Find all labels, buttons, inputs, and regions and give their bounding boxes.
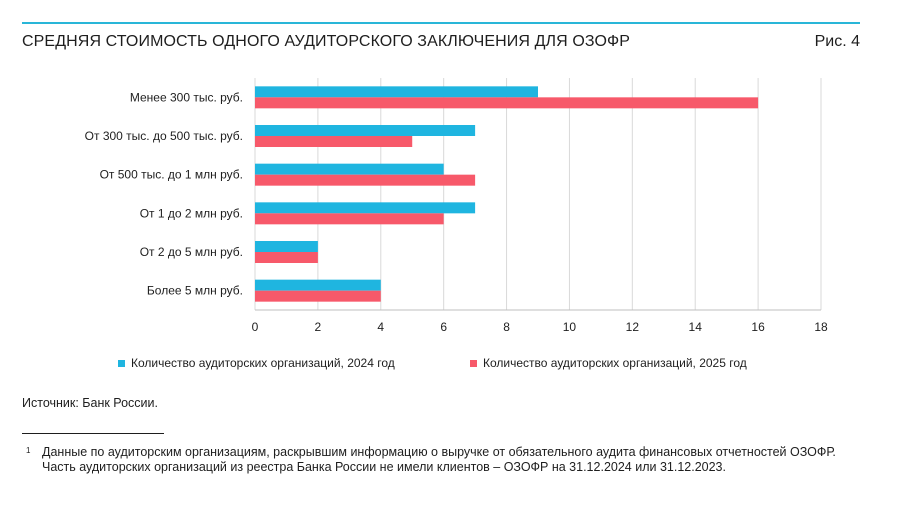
- bar-2025: [255, 136, 413, 147]
- legend-item-2025: Количество аудиторских организаций, 2025…: [470, 356, 747, 370]
- x-tick-label-6: 6: [440, 320, 447, 334]
- bar-2025: [255, 290, 381, 302]
- bar-2025: [255, 252, 318, 263]
- bar-2025: [255, 174, 476, 186]
- x-tick-label-18: 18: [814, 320, 828, 334]
- top-divider: [22, 22, 860, 24]
- x-tick-label-10: 10: [563, 320, 577, 334]
- x-tick-label-4: 4: [377, 320, 384, 334]
- legend-swatch-2025: [470, 359, 477, 367]
- bar-2024: [255, 86, 538, 98]
- footnote-divider: [22, 433, 164, 434]
- source-note: Источник: Банк России.: [22, 396, 158, 410]
- figure-label: Рис. 4: [814, 33, 860, 50]
- y-category-label: От 500 тыс. до 1 млн руб.: [100, 168, 243, 182]
- bar-2025: [255, 213, 444, 225]
- bar-2024: [255, 163, 444, 175]
- bar-2024: [255, 202, 476, 214]
- footnote-marker: 1: [26, 446, 31, 455]
- bar-2024: [255, 279, 381, 291]
- y-category-label: От 1 до 2 млн руб.: [140, 206, 243, 220]
- legend-swatch-2024: [118, 359, 125, 367]
- bar-chart: 0 2 4 6 8 10 12 14 16 18 Менее 300 тыс. руб. От 300…: [85, 78, 828, 334]
- y-category-label: От 2 до 5 млн руб.: [140, 245, 243, 259]
- x-tick-label-8: 8: [503, 320, 510, 334]
- legend-item-2024: Количество аудиторских организаций, 2024…: [118, 356, 395, 370]
- x-tick-label-2: 2: [315, 320, 322, 334]
- y-category-label: Менее 300 тыс. руб.: [130, 90, 243, 104]
- x-tick-label-12: 12: [626, 320, 640, 334]
- y-category-label: Более 5 млн руб.: [147, 284, 243, 298]
- y-category-label: От 300 тыс. до 500 тыс. руб.: [85, 129, 243, 143]
- footnote-text: Данные по аудиторским организациям, раск…: [42, 445, 836, 474]
- bar-2024: [255, 241, 318, 252]
- x-tick-label-14: 14: [689, 320, 703, 334]
- bar-2025: [255, 97, 759, 109]
- legend-label-2025: Количество аудиторских организаций, 2025…: [483, 356, 747, 370]
- x-tick-label-16: 16: [751, 320, 765, 334]
- legend-label-2024: Количество аудиторских организаций, 2024…: [131, 356, 395, 370]
- chart-title: СРЕДНЯЯ СТОИМОСТЬ ОДНОГО АУДИТОРСКОГО ЗА…: [22, 33, 631, 50]
- bar-2024: [255, 125, 476, 136]
- x-tick-label-0: 0: [252, 320, 259, 334]
